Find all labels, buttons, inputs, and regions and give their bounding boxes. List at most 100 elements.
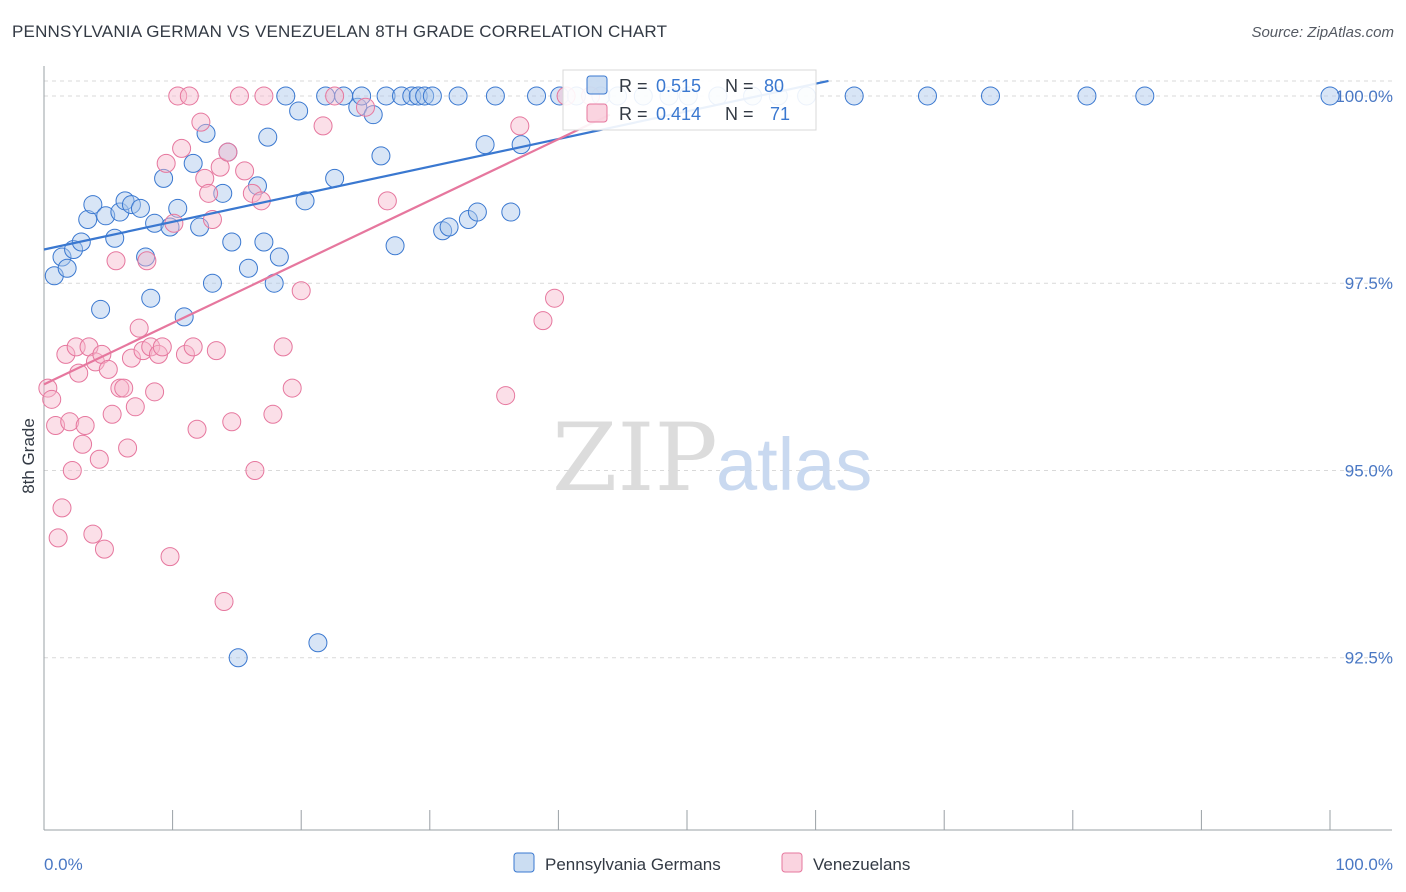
venezuelans-point-36 xyxy=(168,86,188,106)
venezuelans-point-39 xyxy=(179,86,199,106)
pennsylvania-germans-point-28 xyxy=(228,648,248,668)
pennsylvania-germans-point-2 xyxy=(57,258,77,278)
venezuelans-point-46 xyxy=(206,341,226,361)
pennsylvania-germans-point-46 xyxy=(376,86,396,106)
pennsylvania-germans-point-43 xyxy=(352,86,372,106)
venezuelans-point-62 xyxy=(325,86,345,106)
venezuelans-point-19 xyxy=(102,404,122,424)
pennsylvania-germans-point-31 xyxy=(254,232,274,252)
legend-label-venezuelans: Venezuelans xyxy=(813,855,910,874)
venezuelans-point-34 xyxy=(160,547,180,567)
pennsylvania-germans-point-1 xyxy=(52,247,72,267)
venezuelans-point-50 xyxy=(222,412,242,432)
pennsylvania-germans-point-58 xyxy=(475,135,495,155)
venezuelans-point-68 xyxy=(545,288,565,308)
venezuelans-point-67 xyxy=(533,311,553,331)
stats-swatch-blue xyxy=(586,75,608,95)
pennsylvania-germans-point-25 xyxy=(213,183,233,203)
pennsylvania-germans-point-42 xyxy=(348,97,368,117)
pennsylvania-germans-point-48 xyxy=(392,86,412,106)
venezuelans-point-13 xyxy=(83,524,103,544)
pennsylvania-germans-point-53 xyxy=(433,221,453,241)
pennsylvania-germans-point-24 xyxy=(202,273,222,293)
pennsylvania-germans-point-7 xyxy=(91,299,111,319)
pennsylvania-germans-point-13 xyxy=(130,198,150,218)
y-tick-labels: 92.5% 95.0% 97.5% 100.0% xyxy=(1335,87,1393,668)
venezuelans-point-41 xyxy=(187,419,207,439)
pennsylvania-germans-point-50 xyxy=(408,86,428,106)
venezuelans-point-57 xyxy=(263,404,283,424)
venezuelans-point-64 xyxy=(377,191,397,211)
venezuelans-point-65 xyxy=(496,386,516,406)
venezuelans-point-51 xyxy=(229,86,249,106)
stats-n-label-pink: N = xyxy=(725,104,754,124)
y-tick-label-3: 100.0% xyxy=(1335,87,1393,106)
pennsylvania-germans-point-17 xyxy=(154,168,174,188)
venezuelans-point-5 xyxy=(56,344,76,364)
pennsylvania-germans-point-36 xyxy=(289,101,309,121)
pennsylvania-germans-point-11 xyxy=(115,191,135,211)
venezuelans-point-58 xyxy=(273,337,293,357)
y-tick-label-2: 97.5% xyxy=(1345,274,1393,293)
venezuelans-point-48 xyxy=(214,592,234,612)
venezuelans-point-23 xyxy=(118,438,138,458)
legend-swatch-venezuelans xyxy=(781,852,803,873)
pennsylvania-germans-point-60 xyxy=(501,202,521,222)
bottom-legend: Pennsylvania Germans Venezuelans xyxy=(513,852,910,874)
x-tick-labels: 0.0% 100.0% xyxy=(44,855,1393,874)
venezuelans-point-25 xyxy=(125,397,145,417)
watermark-atlas: atlas xyxy=(716,423,872,506)
venezuelans-point-43 xyxy=(195,168,215,188)
source-label: Source: ZipAtlas.com xyxy=(1251,24,1394,41)
pennsylvania-germans-point-32 xyxy=(258,127,278,147)
pennsylvania-germans-point-29 xyxy=(238,258,258,278)
y-tick-label-1: 95.0% xyxy=(1345,461,1393,480)
pennsylvania-germans-point-55 xyxy=(448,86,468,106)
pennsylvania-germans-point-21 xyxy=(183,153,203,173)
venezuelans-point-52 xyxy=(235,161,255,181)
stats-legend: R = 0.515 N = 80 R = 0.414 N = 71 xyxy=(562,69,817,131)
pennsylvania-germans-point-23 xyxy=(196,123,216,143)
venezuelans-point-6 xyxy=(60,412,80,432)
pennsylvania-germans-point-59 xyxy=(485,86,505,106)
watermark: ZIP atlas xyxy=(552,404,872,513)
x-tick-label-0: 0.0% xyxy=(44,855,83,874)
pennsylvania-germans-point-76 xyxy=(980,86,1000,106)
pennsylvania-germans-point-62 xyxy=(527,86,547,106)
venezuelans-point-59 xyxy=(282,378,302,398)
pennsylvania-germans-point-37 xyxy=(295,191,315,211)
venezuelans-point-20 xyxy=(106,251,126,271)
y-tick-label-0: 92.5% xyxy=(1345,649,1393,668)
pennsylvania-germans-point-35 xyxy=(276,86,296,106)
pennsylvania-germans-point-15 xyxy=(141,288,161,308)
stats-r-value-pink: 0.414 xyxy=(656,104,701,124)
pennsylvania-germans-point-8 xyxy=(96,206,116,226)
pennsylvania-germans-point-44 xyxy=(363,105,383,125)
stats-n-value-pink: 71 xyxy=(770,104,790,124)
pennsylvania-germans-point-38 xyxy=(308,633,328,653)
pennsylvania-germans-point-45 xyxy=(371,146,391,166)
pennsylvania-germans-point-78 xyxy=(1135,86,1155,106)
venezuelans-point-22 xyxy=(114,378,134,398)
pennsylvania-germans-point-27 xyxy=(222,232,242,252)
venezuelans-point-63 xyxy=(356,97,375,117)
venezuelans-point-30 xyxy=(145,382,165,402)
pennsylvania-germans-point-77 xyxy=(1077,86,1097,106)
venezuelans-point-33 xyxy=(156,153,176,173)
x-tick-label-1: 100.0% xyxy=(1335,855,1393,874)
venezuelans-point-2 xyxy=(46,416,66,436)
venezuelans-point-24 xyxy=(121,348,141,368)
pennsylvania-germans-point-19 xyxy=(168,198,188,218)
chart-title: PENNSYLVANIA GERMAN VS VENEZUELAN 8TH GR… xyxy=(12,22,668,41)
stats-swatch-pink xyxy=(586,103,608,123)
venezuelans-point-10 xyxy=(73,434,93,454)
venezuelans-point-32 xyxy=(152,337,172,357)
y-axis-label: 8th Grade xyxy=(19,418,38,494)
venezuelans-point-3 xyxy=(48,528,68,548)
legend-swatch-pennsylvania-germans xyxy=(513,852,535,873)
venezuelans-point-17 xyxy=(94,539,114,559)
stats-n-label-blue: N = xyxy=(725,76,754,96)
pennsylvania-germans-point-57 xyxy=(467,202,487,222)
pennsylvania-germans-point-10 xyxy=(110,202,130,222)
